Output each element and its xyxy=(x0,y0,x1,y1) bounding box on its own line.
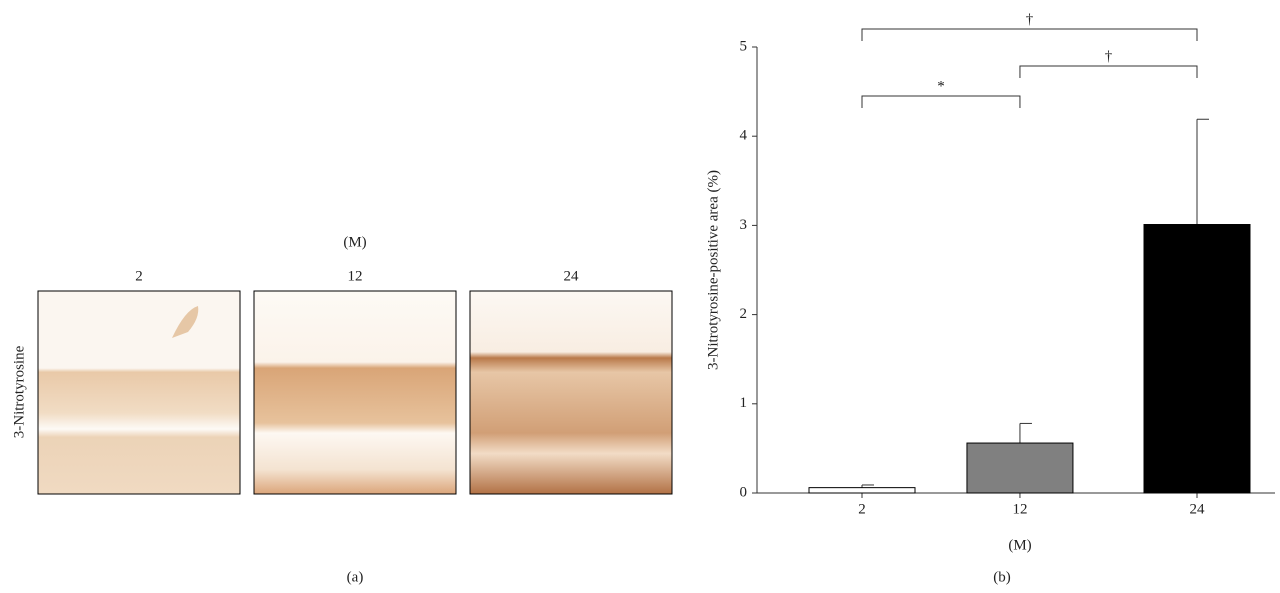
significance-label: * xyxy=(937,78,945,94)
significance-label: † xyxy=(1105,48,1113,64)
significance-bracket xyxy=(861,95,1021,108)
column-label: 2 xyxy=(135,268,143,284)
significance-bracket xyxy=(861,28,1198,41)
x-tick-label: 2 xyxy=(858,501,866,517)
row-label: 3-Nitrotyrosine xyxy=(11,345,27,438)
y-tick-label: 3 xyxy=(740,217,748,233)
significance-label: † xyxy=(1026,11,1034,27)
y-tick-label: 1 xyxy=(740,395,748,411)
unit-label: (M) xyxy=(343,234,366,250)
significance-bracket xyxy=(1019,65,1198,78)
micrograph xyxy=(469,290,673,495)
bar xyxy=(808,487,916,494)
micrograph xyxy=(253,290,457,495)
y-tick-label: 0 xyxy=(740,484,748,500)
micrograph-detail xyxy=(172,306,199,338)
column-label: 12 xyxy=(348,268,363,284)
panel-caption: (b) xyxy=(993,569,1011,585)
x-tick-label: 12 xyxy=(1012,501,1027,517)
y-tick-label: 5 xyxy=(740,38,748,54)
column-label: 24 xyxy=(564,268,580,284)
y-axis-label: 3-Nitrotyrosine-positive area (%) xyxy=(705,170,721,370)
bar xyxy=(966,442,1074,494)
y-tick-label: 4 xyxy=(740,128,748,144)
micrograph xyxy=(37,290,241,495)
panel-caption: (a) xyxy=(347,569,364,585)
y-tick-label: 2 xyxy=(740,306,748,322)
bar xyxy=(1143,224,1251,494)
x-tick-label: 24 xyxy=(1190,501,1206,517)
x-axis-label: (M) xyxy=(1008,537,1031,553)
